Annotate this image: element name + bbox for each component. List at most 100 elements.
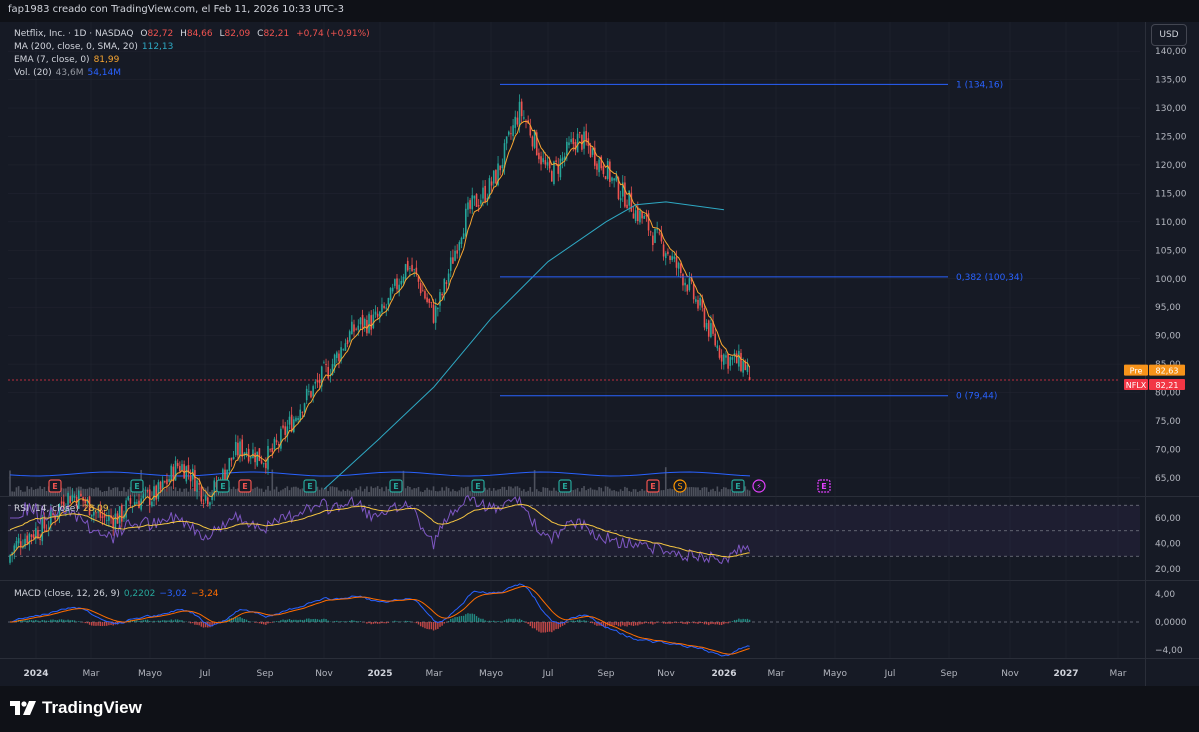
macd-histogram-bar xyxy=(419,622,422,627)
volume-bar xyxy=(467,486,469,496)
candle-body xyxy=(538,152,540,160)
candle-body xyxy=(391,287,394,292)
candle-body xyxy=(495,169,497,184)
volume-bar xyxy=(697,487,699,496)
macd-histogram-bar xyxy=(469,613,471,622)
macd-histogram-bar xyxy=(308,618,310,622)
volume-legend[interactable]: Vol. (20) 43,6M 54,14M xyxy=(14,68,125,78)
volume-bar xyxy=(224,489,226,496)
macd-histogram-bar xyxy=(617,622,620,627)
candle-body xyxy=(247,448,250,462)
symbol-title[interactable]: Netflix, Inc. · 1D · NASDAQ xyxy=(14,29,134,39)
price-axis-tick: 140,00 xyxy=(1155,47,1187,57)
volume-bar xyxy=(376,486,379,496)
macd-histogram-bar xyxy=(561,622,564,626)
candle-body xyxy=(191,468,194,480)
tradingview-logo[interactable]: TradingView xyxy=(10,698,142,718)
vol-value: 43,6M xyxy=(55,68,84,78)
volume-bar xyxy=(641,489,643,496)
macd-histogram-bar xyxy=(353,620,355,622)
volume-bar xyxy=(316,486,319,496)
candle-body xyxy=(56,514,59,517)
volume-bar xyxy=(318,489,321,496)
candle-body xyxy=(514,116,517,128)
rsi-value: 28,09 xyxy=(82,504,109,514)
candle-body xyxy=(387,297,390,305)
volume-bar xyxy=(69,486,71,496)
rsi-legend[interactable]: RSI (14, close) 28,09 xyxy=(14,504,113,514)
time-axis-tick: Mayo xyxy=(138,669,163,679)
macd-histogram-bar xyxy=(159,620,162,622)
volume-bar xyxy=(664,467,667,496)
macd-histogram-bar xyxy=(256,622,258,623)
candle-body xyxy=(376,313,379,317)
macd-histogram-bar xyxy=(723,622,725,625)
macd-histogram-bar xyxy=(306,618,308,622)
volume-bar xyxy=(338,490,340,496)
chart-area[interactable]: 140,00 135,00 130,00 125,00 120,00 115,00 110,… xyxy=(0,22,1199,686)
ema-legend[interactable]: EMA (7, close, 0) 81,99 xyxy=(14,55,123,65)
macd-histogram-bar xyxy=(37,620,39,622)
time-axis-tick: Mar xyxy=(83,669,100,679)
macd-histogram-bar xyxy=(736,619,738,622)
candle-body xyxy=(129,498,132,504)
candle-body xyxy=(492,170,495,184)
candle-body xyxy=(228,458,231,471)
volume-bar xyxy=(540,491,542,496)
macd-histogram-bar xyxy=(342,621,344,622)
candle-body xyxy=(707,320,710,337)
rsi-axis-tick: 20,00 xyxy=(1155,565,1181,575)
candle-body xyxy=(305,388,308,401)
ma-legend[interactable]: MA (200, close, 0, SMA, 20) 112,13 xyxy=(14,42,177,52)
candle-body xyxy=(617,177,620,199)
currency-button[interactable]: USD xyxy=(1151,24,1187,46)
candle-body xyxy=(402,276,405,283)
volume-bar xyxy=(121,490,123,496)
candle-body xyxy=(553,161,555,184)
macd-histogram-bar xyxy=(662,622,665,624)
macd-histogram-bar xyxy=(594,622,596,625)
macd-histogram-bar xyxy=(439,622,441,627)
volume-bar xyxy=(168,486,170,496)
macd-histogram-bar xyxy=(103,622,106,626)
macd-histogram-bar xyxy=(540,622,542,633)
volume-bar xyxy=(669,488,671,496)
rsi-axis-tick: 60,00 xyxy=(1155,514,1181,524)
macd-histogram-bar xyxy=(585,620,587,622)
candle-body xyxy=(271,448,274,453)
macd-histogram-bar xyxy=(579,619,581,622)
candle-body xyxy=(153,486,155,501)
macd-histogram-bar xyxy=(372,622,375,624)
volume-bar xyxy=(630,491,633,496)
price-badge-label-bg xyxy=(1124,378,1148,390)
candle-body xyxy=(695,299,697,302)
candle-body xyxy=(383,305,385,309)
price-badge-value: 82,21 xyxy=(1156,381,1179,390)
macd-legend[interactable]: MACD (close, 12, 26, 9) 0,2202 −3,02 −3,24 xyxy=(14,589,223,599)
candle-body xyxy=(727,353,729,369)
macd-histogram-bar xyxy=(121,622,123,624)
candle-body xyxy=(426,297,428,302)
volume-bar xyxy=(645,490,648,496)
macd-histogram-bar xyxy=(426,622,428,629)
volume-bar xyxy=(282,489,284,496)
macd-histogram-bar xyxy=(462,615,465,622)
candle-body xyxy=(101,516,104,518)
chart-svg[interactable]: 140,00 135,00 130,00 125,00 120,00 115,00 110,… xyxy=(0,22,1199,686)
macd-histogram-bar xyxy=(265,622,267,625)
macd-histogram-bar xyxy=(589,622,592,624)
volume-bar xyxy=(385,486,388,496)
macd-histogram-bar xyxy=(71,620,74,622)
volume-bar xyxy=(273,489,276,496)
volume-bar xyxy=(256,486,259,496)
ohlc-high: H84,66 xyxy=(180,29,213,39)
macd-histogram-bar xyxy=(174,619,177,622)
candle-body xyxy=(80,493,82,497)
candle-body xyxy=(282,425,284,428)
macd-histogram-bar xyxy=(243,618,246,622)
candle-body xyxy=(740,352,742,372)
macd-histogram-bar xyxy=(297,620,299,622)
macd-histogram-bar xyxy=(467,613,469,622)
earnings-marker-label: E xyxy=(242,482,247,491)
volume-bar xyxy=(615,491,618,496)
